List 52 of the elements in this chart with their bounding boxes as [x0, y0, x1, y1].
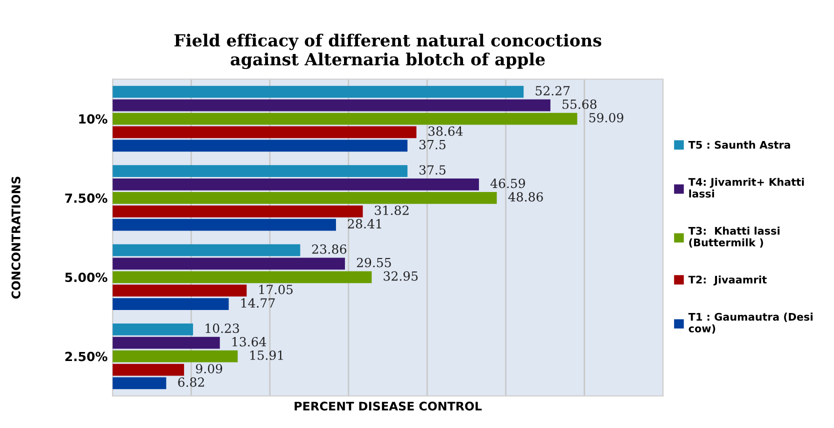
data-label: 23.86 [312, 244, 346, 254]
data-label: 52.27 [536, 86, 570, 96]
y-axis-title: CONCONTRATIONS [11, 176, 20, 299]
bar [112, 258, 345, 270]
chart-title: Field efficacy of different natural concoctions against Alternaria blotch of apple [174, 34, 602, 69]
bar [112, 99, 550, 112]
bar [112, 86, 524, 98]
bar [112, 192, 497, 204]
bar [112, 284, 247, 297]
bar [112, 323, 194, 336]
bar [112, 364, 184, 376]
data-label: 14.77 [241, 298, 275, 308]
data-label: 37.5 [420, 140, 446, 150]
bar [112, 336, 220, 349]
y-tick-label: 10% [79, 114, 108, 124]
y-tick-label: 2.50% [65, 352, 108, 362]
bar [112, 205, 363, 218]
data-label: 9.09 [196, 364, 222, 374]
bar [112, 271, 372, 284]
data-label: 10.23 [206, 324, 239, 334]
data-label: 29.55 [356, 258, 391, 268]
bar [112, 350, 238, 362]
data-label: 32.95 [384, 271, 418, 281]
data-label: 31.82 [374, 206, 408, 216]
x-axis-title: PERCENT DISEASE CONTROL [294, 402, 482, 411]
legend-label: T1 : Gaumautra (Desi cow) [688, 312, 813, 334]
data-label: 6.82 [178, 377, 204, 387]
data-label: 13.64 [232, 337, 266, 346]
data-label: 17.05 [259, 284, 293, 294]
data-label: 46.59 [490, 178, 525, 188]
data-label: 28.41 [348, 219, 382, 228]
bar [112, 178, 479, 190]
data-label: 48.86 [508, 192, 543, 202]
bar [112, 218, 336, 231]
data-label: 38.64 [428, 126, 463, 136]
bar [112, 140, 408, 152]
bar [112, 377, 166, 390]
legend-label: T4: Jivamrit+ Khatti lassi [688, 178, 804, 198]
data-label: 59.09 [589, 112, 624, 122]
data-label: 37.5 [420, 165, 446, 175]
bar [112, 298, 229, 310]
data-label: 15.91 [250, 350, 283, 360]
legend-label: T5 : Saunth Astra [688, 140, 790, 149]
legend-label: T3: Khatti lassi (Buttermilk ) [688, 226, 780, 248]
bar [112, 165, 408, 177]
bar [112, 244, 300, 256]
bar [112, 126, 416, 138]
y-tick-label: 5.00% [65, 272, 108, 282]
bar [112, 112, 578, 125]
legend-label: T2: Jivaamrit [688, 275, 767, 286]
y-tick-label: 7.50% [65, 193, 108, 203]
data-label: 55.68 [562, 99, 596, 109]
